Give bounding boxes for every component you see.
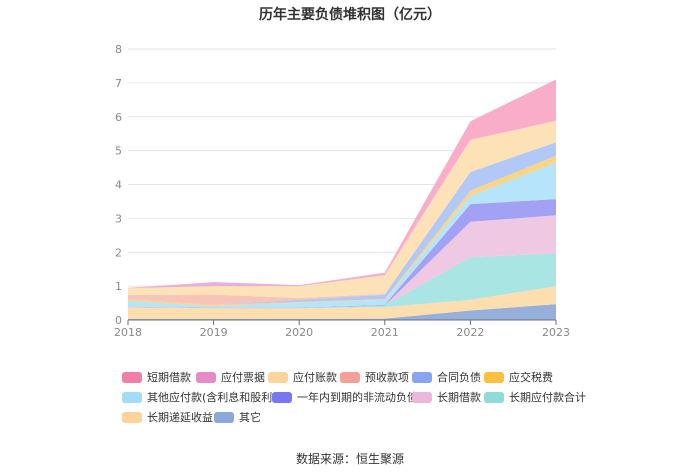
area-series-0 bbox=[128, 304, 556, 320]
y-tick-label: 3 bbox=[115, 212, 122, 225]
legend-swatch bbox=[122, 371, 142, 383]
axes: 0 1 2 3 4 5 6 7 8 2018 2019 2020 2021 2022 2023 bbox=[114, 43, 570, 339]
legend-label: 长期递延收益 bbox=[147, 411, 213, 424]
y-tick-label: 4 bbox=[115, 179, 122, 192]
x-tick-label: 2020 bbox=[285, 326, 313, 339]
area-series-11 bbox=[128, 79, 556, 289]
legend-item[interactable]: 长期借款 bbox=[412, 390, 481, 404]
legend-label: 合同负债 bbox=[437, 371, 481, 384]
data-source: 数据来源：恒生聚源 bbox=[295, 452, 404, 466]
area-series-4 bbox=[128, 199, 556, 309]
legend-item[interactable]: 应交税费 bbox=[484, 370, 553, 384]
legend-label: 其他应付款(含利息和股利) bbox=[147, 391, 277, 404]
x-tick-label: 2022 bbox=[456, 326, 484, 339]
area-series-3 bbox=[128, 215, 556, 309]
legend-label: 预收款项 bbox=[365, 371, 409, 384]
legend-swatch bbox=[484, 391, 504, 403]
y-tick-label: 7 bbox=[115, 77, 122, 90]
legend-item[interactable]: 预收款项 bbox=[340, 370, 409, 384]
legend-item[interactable]: 一年内到期的非流动负债 bbox=[272, 390, 418, 404]
legend-swatch bbox=[412, 391, 432, 403]
area-series-2 bbox=[128, 253, 556, 309]
legend-label: 应付票据 bbox=[221, 371, 265, 384]
chart-title: 历年主要负债堆积图（亿元） bbox=[259, 7, 441, 23]
legend-label: 长期应付款合计 bbox=[509, 391, 586, 404]
y-tick-label: 2 bbox=[115, 246, 122, 259]
area-series-9 bbox=[128, 120, 556, 298]
legend-item[interactable]: 其它 bbox=[214, 410, 261, 424]
legend-label: 应交税费 bbox=[509, 371, 553, 384]
legend-label: 短期借款 bbox=[147, 371, 191, 384]
legend-item[interactable]: 短期借款 bbox=[122, 370, 191, 384]
legend-item[interactable]: 其他应付款(含利息和股利) bbox=[122, 390, 277, 404]
legend-item[interactable]: 应付票据 bbox=[196, 370, 265, 384]
area-series bbox=[128, 79, 556, 320]
legend-item[interactable]: 合同负债 bbox=[412, 370, 481, 384]
legend-label: 一年内到期的非流动负债 bbox=[297, 391, 418, 404]
legend-swatch bbox=[196, 371, 216, 383]
legend-label: 应付账款 bbox=[293, 371, 337, 384]
legend-item[interactable]: 长期应付款合计 bbox=[484, 390, 586, 404]
y-tick-label: 1 bbox=[115, 280, 122, 293]
legend-swatch bbox=[214, 411, 234, 423]
x-tick-label: 2021 bbox=[371, 326, 399, 339]
area-series-1 bbox=[128, 286, 556, 319]
legend-swatch bbox=[122, 411, 142, 423]
legend-swatch bbox=[340, 371, 360, 383]
legend-item[interactable]: 应付账款 bbox=[268, 370, 337, 384]
y-tick-label: 0 bbox=[115, 314, 122, 327]
legend-swatch bbox=[122, 391, 142, 403]
y-tick-label: 6 bbox=[115, 111, 122, 124]
legend-swatch bbox=[272, 391, 292, 403]
legend-label: 其它 bbox=[239, 411, 261, 424]
x-tick-label: 2023 bbox=[542, 326, 570, 339]
legend-swatch bbox=[484, 371, 504, 383]
y-tick-label: 5 bbox=[115, 145, 122, 158]
legend-label: 长期借款 bbox=[437, 391, 481, 404]
stacked-area-chart: 0 1 2 3 4 5 6 7 8 2018 2019 2020 2021 2022 2023 bbox=[114, 43, 570, 339]
x-tick-label: 2019 bbox=[200, 326, 228, 339]
area-series-7 bbox=[128, 142, 556, 305]
x-tick-label: 2018 bbox=[114, 326, 142, 339]
y-tick-label: 8 bbox=[115, 43, 122, 56]
legend-swatch bbox=[268, 371, 288, 383]
legend-item[interactable]: 长期递延收益 bbox=[122, 410, 213, 424]
legend-swatch bbox=[412, 371, 432, 383]
